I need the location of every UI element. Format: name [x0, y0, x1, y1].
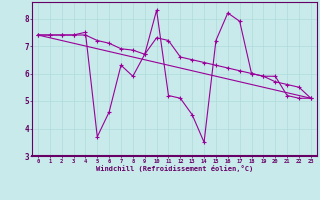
X-axis label: Windchill (Refroidissement éolien,°C): Windchill (Refroidissement éolien,°C): [96, 165, 253, 172]
